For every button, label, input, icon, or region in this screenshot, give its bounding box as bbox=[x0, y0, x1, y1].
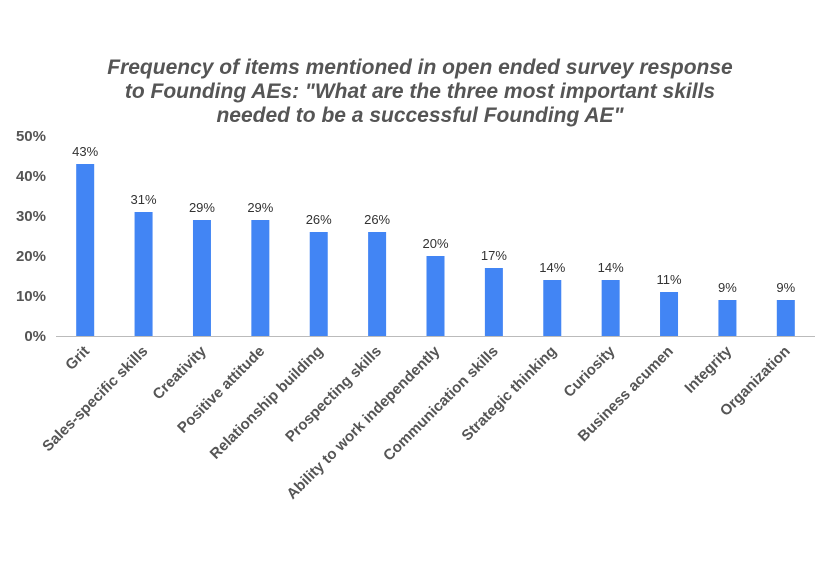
chart-title: Frequency of items mentioned in open end… bbox=[40, 56, 800, 128]
data-label: 14% bbox=[539, 260, 565, 275]
bars bbox=[76, 164, 795, 336]
y-tick-label: 10% bbox=[16, 288, 46, 305]
chart-title-line-2: to Founding AEs: "What are the three mos… bbox=[124, 80, 716, 103]
data-labels: 43% 31% 29% 29% 26% 26% 20% 17% 14% 14% 11% 9% 9% bbox=[72, 144, 795, 295]
bar bbox=[76, 164, 95, 336]
bar bbox=[426, 256, 445, 336]
data-label: 14% bbox=[598, 260, 624, 275]
x-tick-label: Grit bbox=[62, 343, 93, 374]
x-tick-label: Relationship building bbox=[207, 343, 327, 463]
data-label: 26% bbox=[364, 212, 390, 227]
y-tick-label: 20% bbox=[16, 248, 46, 265]
bar bbox=[309, 232, 328, 336]
x-tick-label: Creativity bbox=[149, 342, 210, 403]
data-label: 43% bbox=[72, 144, 98, 159]
bar bbox=[134, 212, 153, 336]
data-label: 29% bbox=[247, 200, 273, 215]
bar bbox=[484, 268, 503, 336]
data-label: 20% bbox=[422, 236, 448, 251]
bar bbox=[192, 220, 211, 336]
y-tick-label: 30% bbox=[16, 208, 46, 225]
data-label: 11% bbox=[657, 272, 682, 287]
data-label: 26% bbox=[306, 212, 332, 227]
y-tick-label: 50% bbox=[16, 128, 46, 145]
x-tick-label: Integrity bbox=[681, 342, 735, 396]
data-label: 9% bbox=[776, 280, 795, 295]
x-tick-label: Communication skills bbox=[380, 343, 502, 465]
bar bbox=[543, 280, 562, 336]
chart-title-line-1: Frequency of items mentioned in open end… bbox=[107, 56, 733, 79]
bar bbox=[660, 292, 679, 336]
x-tick-label: Prospecting skills bbox=[282, 343, 385, 446]
data-label: 17% bbox=[481, 248, 507, 263]
y-axis: 0% 10% 20% 30% 40% 50% bbox=[16, 128, 46, 345]
bar bbox=[251, 220, 270, 336]
y-tick-label: 0% bbox=[24, 328, 46, 345]
data-label: 29% bbox=[189, 200, 215, 215]
data-label: 31% bbox=[131, 192, 157, 207]
bar bbox=[776, 300, 795, 336]
bar bbox=[718, 300, 737, 336]
bar bbox=[601, 280, 620, 336]
y-tick-label: 40% bbox=[16, 168, 46, 185]
data-label: 9% bbox=[718, 280, 737, 295]
bar bbox=[368, 232, 387, 336]
x-tick-label: Curiosity bbox=[560, 342, 618, 400]
x-tick-label: Sales-specific skills bbox=[39, 343, 151, 455]
chart-title-line-3: needed to be a successful Founding AE" bbox=[216, 104, 624, 127]
